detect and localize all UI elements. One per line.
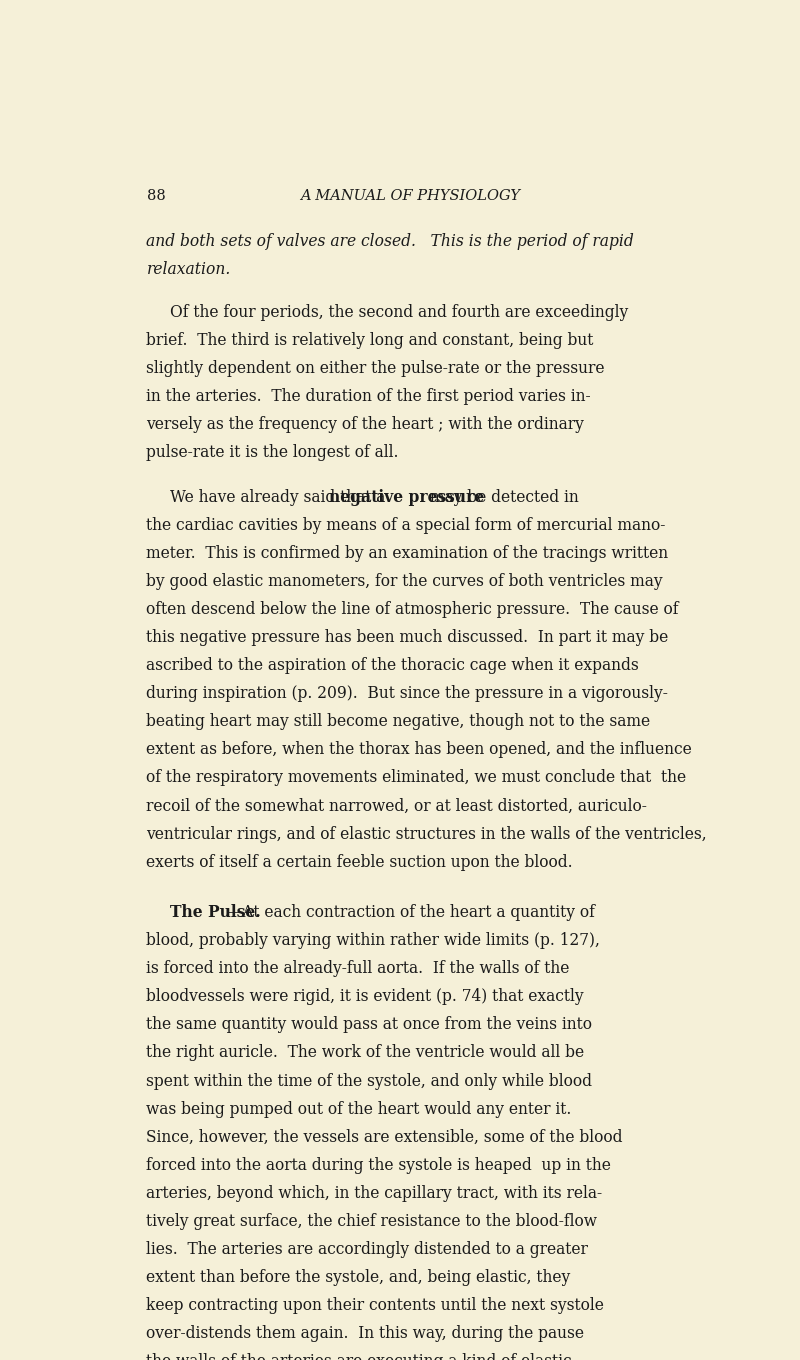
Text: exerts of itself a certain feeble suction upon the blood.: exerts of itself a certain feeble suctio… [146,854,573,870]
Text: Of the four periods, the second and fourth are exceedingly: Of the four periods, the second and four… [170,303,628,321]
Text: this negative pressure has been much discussed.  In part it may be: this negative pressure has been much dis… [146,630,669,646]
Text: extent as before, when the thorax has been opened, and the influence: extent as before, when the thorax has be… [146,741,692,759]
Text: arteries, beyond which, in the capillary tract, with its rela-: arteries, beyond which, in the capillary… [146,1185,602,1202]
Text: tively great surface, the chief resistance to the blood-flow: tively great surface, the chief resistan… [146,1213,598,1229]
Text: forced into the aorta during the systole is heaped  up in the: forced into the aorta during the systole… [146,1157,611,1174]
Text: is forced into the already-full aorta.  If the walls of the: is forced into the already-full aorta. I… [146,960,570,978]
Text: meter.  This is confirmed by an examination of the tracings written: meter. This is confirmed by an examinati… [146,545,669,562]
Text: Since, however, the vessels are extensible, some of the blood: Since, however, the vessels are extensib… [146,1129,623,1145]
Text: the right auricle.  The work of the ventricle would all be: the right auricle. The work of the ventr… [146,1044,585,1061]
Text: versely as the frequency of the heart ; with the ordinary: versely as the frequency of the heart ; … [146,416,584,432]
Text: extent than before the systole, and, being elastic, they: extent than before the systole, and, bei… [146,1269,570,1287]
Text: was being pumped out of the heart would any enter it.: was being pumped out of the heart would … [146,1100,572,1118]
Text: negative pressure: negative pressure [329,488,484,506]
Text: often descend below the line of atmospheric pressure.  The cause of: often descend below the line of atmosphe… [146,601,679,617]
Text: brief.  The third is relatively long and constant, being but: brief. The third is relatively long and … [146,332,594,348]
Text: blood, probably varying within rather wide limits (p. 127),: blood, probably varying within rather wi… [146,932,600,949]
Text: during inspiration (p. 209).  But since the pressure in a vigorously-: during inspiration (p. 209). But since t… [146,685,668,702]
Text: relaxation.: relaxation. [146,261,230,279]
Text: over-distends them again.  In this way, during the pause: over-distends them again. In this way, d… [146,1325,585,1342]
Text: the walls of the arteries are executing a kind of elastic: the walls of the arteries are executing … [146,1353,572,1360]
Text: The Pulse.: The Pulse. [170,904,261,921]
Text: by good elastic manometers, for the curves of both ventricles may: by good elastic manometers, for the curv… [146,573,663,590]
Text: —At each contraction of the heart a quantity of: —At each contraction of the heart a quan… [226,904,594,921]
Text: keep contracting upon their contents until the next systole: keep contracting upon their contents unt… [146,1297,604,1314]
Text: slightly dependent on either the pulse-rate or the pressure: slightly dependent on either the pulse-r… [146,359,605,377]
Text: may be detected in: may be detected in [426,488,579,506]
Text: pulse-rate it is the longest of all.: pulse-rate it is the longest of all. [146,443,399,461]
Text: in the arteries.  The duration of the first period varies in-: in the arteries. The duration of the fir… [146,388,591,405]
Text: 88: 88 [146,189,166,204]
Text: A MANUAL OF PHYSIOLOGY: A MANUAL OF PHYSIOLOGY [300,189,520,204]
Text: spent within the time of the systole, and only while blood: spent within the time of the systole, an… [146,1073,593,1089]
Text: ascribed to the aspiration of the thoracic cage when it expands: ascribed to the aspiration of the thorac… [146,657,639,675]
Text: of the respiratory movements eliminated, we must conclude that  the: of the respiratory movements eliminated,… [146,770,686,786]
Text: beating heart may still become negative, though not to the same: beating heart may still become negative,… [146,713,650,730]
Text: and both sets of valves are closed.   This is the period of rapid: and both sets of valves are closed. This… [146,234,634,250]
Text: bloodvessels were rigid, it is evident (p. 74) that exactly: bloodvessels were rigid, it is evident (… [146,989,584,1005]
Text: recoil of the somewhat narrowed, or at least distorted, auriculo-: recoil of the somewhat narrowed, or at l… [146,797,647,815]
Text: ventricular rings, and of elastic structures in the walls of the ventricles,: ventricular rings, and of elastic struct… [146,826,707,843]
Text: the same quantity would pass at once from the veins into: the same quantity would pass at once fro… [146,1016,593,1034]
Text: We have already said that a: We have already said that a [170,488,390,506]
Text: lies.  The arteries are accordingly distended to a greater: lies. The arteries are accordingly diste… [146,1240,588,1258]
Text: the cardiac cavities by means of a special form of mercurial mano-: the cardiac cavities by means of a speci… [146,517,666,534]
